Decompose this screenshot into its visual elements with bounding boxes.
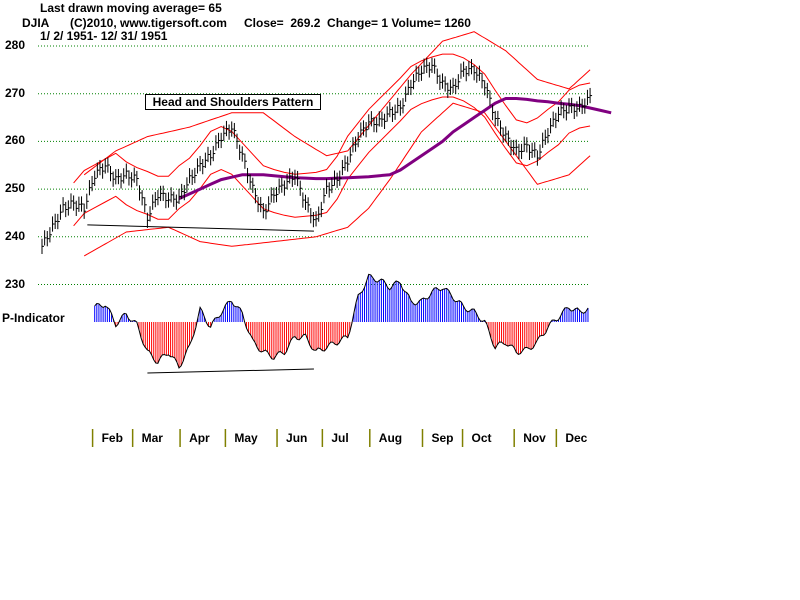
month-label: Feb [101, 431, 123, 445]
indicator-trendline [147, 368, 314, 374]
y-tick-label: 260 [5, 133, 26, 148]
y-tick-label: 230 [5, 276, 26, 291]
month-label: Nov [523, 431, 546, 445]
month-label: Apr [189, 431, 210, 445]
inner-band-dn [73, 96, 591, 227]
inner-band-up [73, 53, 591, 184]
upper-band [83, 31, 591, 176]
date-range: 1/ 2/ 1951- 12/ 31/ 1951 [40, 29, 168, 43]
moving-average-line [178, 97, 612, 200]
pattern-annotation: Head and Shoulders Pattern [145, 94, 321, 110]
month-label: May [234, 431, 258, 445]
month-label: Mar [141, 431, 163, 445]
copyright: (C)2010, www.tigersoft.com [70, 16, 227, 30]
month-label: Oct [471, 431, 492, 445]
y-tick-label: 250 [5, 181, 26, 196]
symbol: DJIA [22, 16, 50, 30]
month-label: Dec [565, 431, 588, 445]
month-label: Jul [331, 431, 349, 445]
y-tick-label: 270 [5, 85, 26, 100]
month-label: Aug [378, 431, 403, 445]
price-trendline [87, 224, 314, 232]
ma-length-text: Last drawn moving average= 65 [40, 1, 222, 15]
month-label: Jun [286, 431, 308, 445]
price-stats: Close= 269.2 Change= 1 Volume= 1260 [244, 16, 471, 30]
indicator-line [94, 273, 589, 369]
y-tick-label: 280 [5, 38, 26, 52]
indicator-label: P-Indicator [2, 311, 65, 325]
month-label: Sep [431, 431, 454, 445]
y-tick-label: 240 [5, 228, 26, 243]
